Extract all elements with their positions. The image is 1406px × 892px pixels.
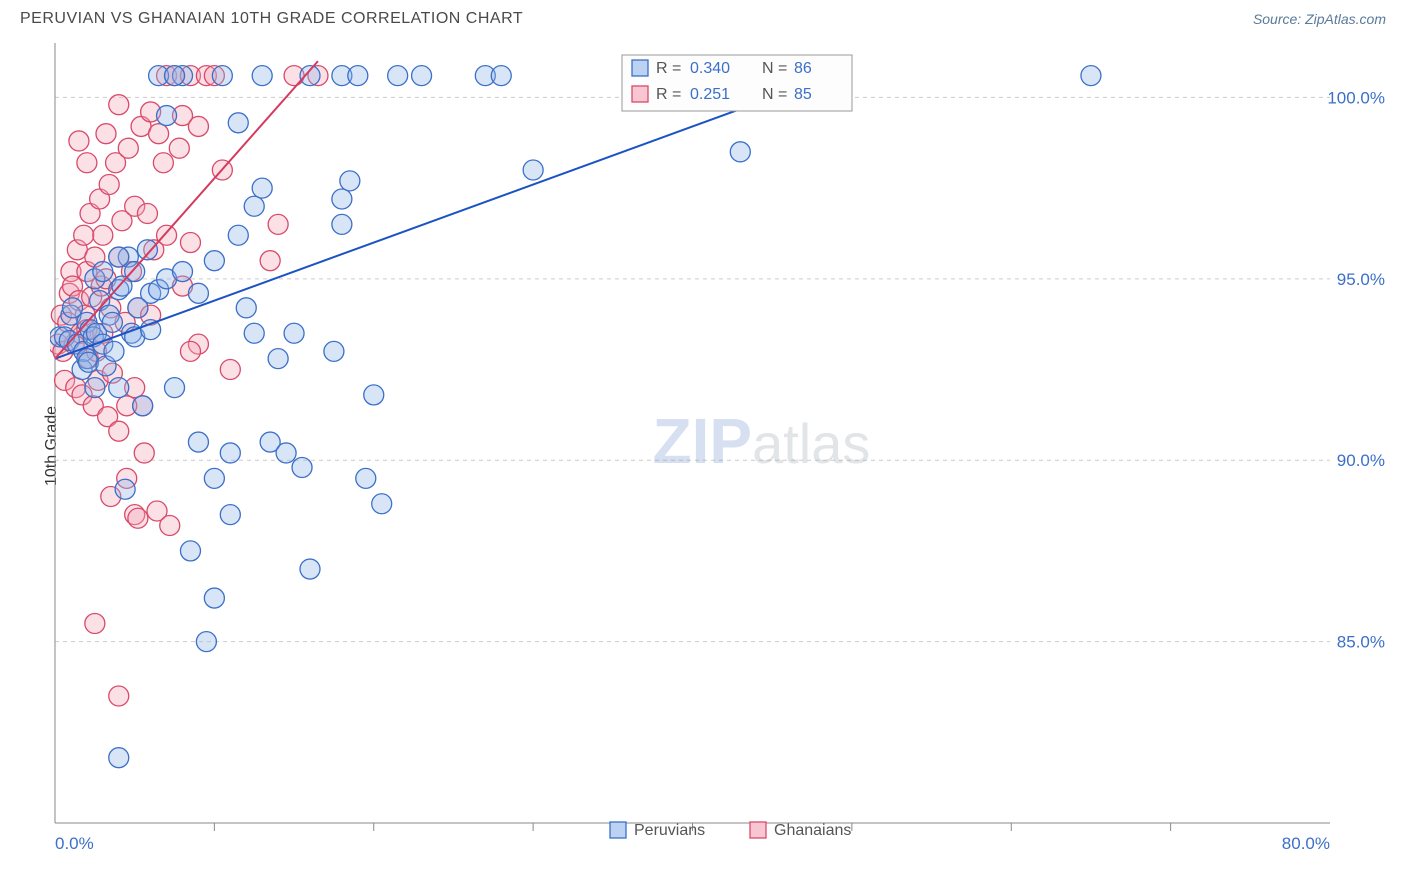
- svg-text:N =: N =: [762, 60, 787, 77]
- svg-text:0.340: 0.340: [690, 60, 730, 77]
- svg-text:86: 86: [794, 60, 812, 77]
- svg-text:R =: R =: [656, 60, 681, 77]
- svg-text:95.0%: 95.0%: [1337, 270, 1385, 289]
- scatter-chart: 85.0% 90.0% 95.0% 100.0% 0.0% 80.0% ZIPatlas R …: [50, 33, 1386, 853]
- svg-text:90.0%: 90.0%: [1337, 451, 1385, 470]
- svg-text:85: 85: [794, 86, 812, 103]
- svg-text:85.0%: 85.0%: [1337, 633, 1385, 652]
- svg-text:N =: N =: [762, 86, 787, 103]
- svg-text:Ghanaians: Ghanaians: [774, 822, 851, 839]
- chart-container: 85.0% 90.0% 95.0% 100.0% 0.0% 80.0% ZIPatlas R …: [50, 33, 1386, 853]
- chart-source: Source: ZipAtlas.com: [1253, 11, 1386, 27]
- svg-text:ZIPatlas: ZIPatlas: [653, 405, 871, 477]
- svg-text:0.0%: 0.0%: [55, 834, 94, 853]
- svg-text:100.0%: 100.0%: [1327, 88, 1385, 107]
- svg-text:0.251: 0.251: [690, 86, 730, 103]
- svg-text:80.0%: 80.0%: [1282, 834, 1330, 853]
- chart-title: PERUVIAN VS GHANAIAN 10TH GRADE CORRELAT…: [20, 10, 523, 28]
- svg-text:Peruvians: Peruvians: [634, 822, 705, 839]
- svg-text:R =: R =: [656, 86, 681, 103]
